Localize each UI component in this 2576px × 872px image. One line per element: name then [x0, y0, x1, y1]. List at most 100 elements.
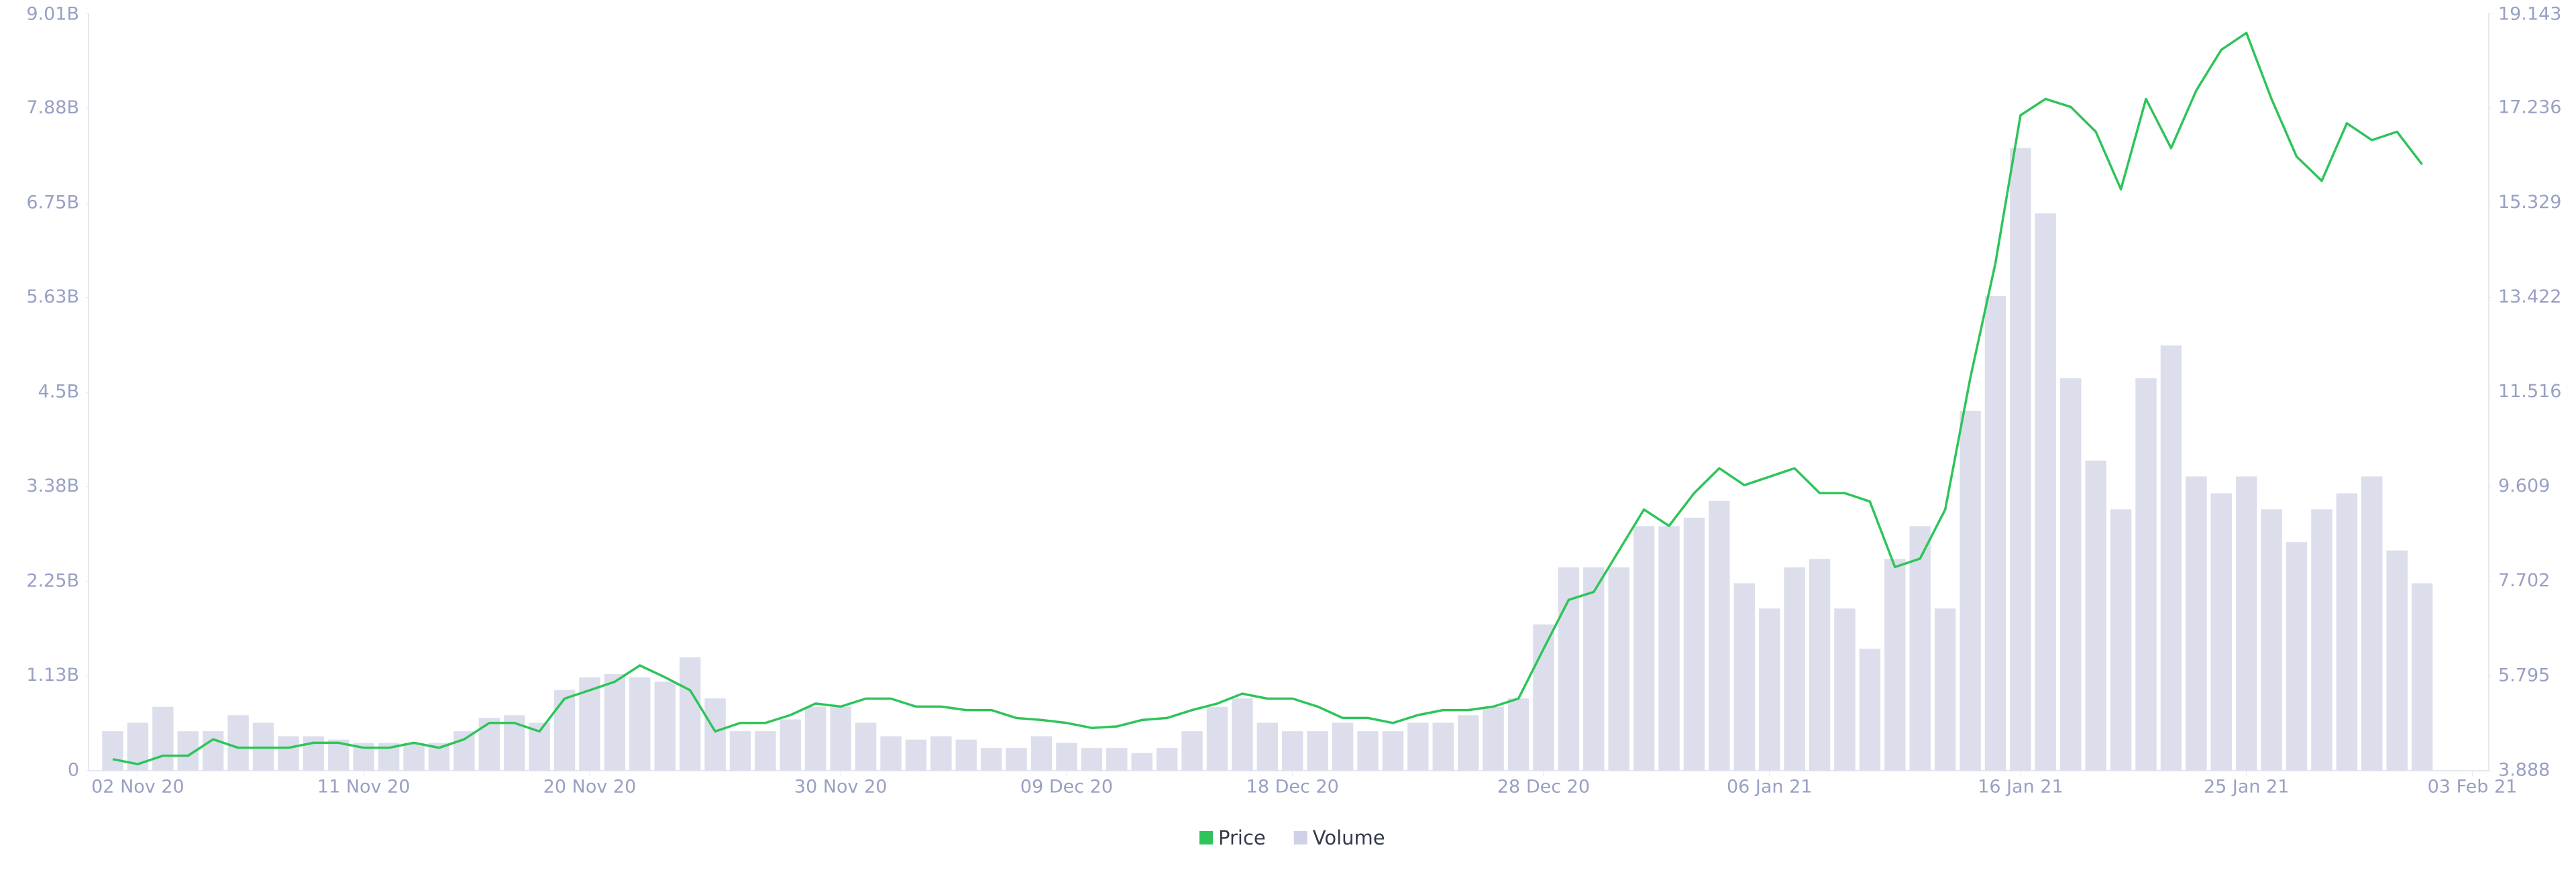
volume-bar [2160, 345, 2182, 771]
x-tick-label: 25 Jan 21 [2204, 777, 2290, 798]
volume-bar [1884, 559, 1906, 771]
legend-swatch [1293, 831, 1307, 844]
volume-bar [980, 748, 1002, 771]
volume-bar [1282, 731, 1303, 771]
volume-bar [1131, 753, 1152, 771]
volume-bar [679, 657, 701, 771]
volume-bar [880, 736, 902, 771]
volume-bar [2311, 509, 2332, 771]
volume-bar [1483, 706, 1504, 771]
x-tick-label: 09 Dec 20 [1020, 777, 1113, 798]
volume-bar [2135, 378, 2157, 771]
volume-bar [604, 673, 626, 771]
x-tick-label: 03 Feb 21 [2428, 777, 2518, 798]
volume-bar [227, 715, 249, 771]
volume-bar [1683, 517, 1705, 771]
volume-bar [830, 706, 851, 771]
x-tick-label: 30 Nov 20 [794, 777, 888, 798]
volume-bar [403, 743, 425, 771]
price-line [112, 32, 2423, 765]
volume-bar [1407, 722, 1429, 771]
volume-bar [1909, 526, 1931, 771]
volume-bar [1633, 526, 1655, 771]
volume-bar [1658, 526, 1680, 771]
y-tick-label: 3.38B [26, 476, 79, 496]
volume-bar [729, 731, 751, 771]
y-tick-label: 0 [68, 760, 79, 781]
x-tick-label: 06 Jan 21 [1727, 777, 1813, 798]
volume-bar [1056, 743, 1077, 771]
x-tick-label: 20 Nov 20 [543, 777, 637, 798]
volume-bar [905, 739, 927, 771]
volume-bar [1960, 411, 1981, 771]
volume-bar [2186, 476, 2207, 771]
y-tick-label: 6.75B [26, 193, 79, 213]
y-tick-label: 7.88B [26, 97, 79, 118]
volume-bar [1984, 296, 2006, 771]
volume-bar [2060, 378, 2082, 771]
volume-bar [1256, 722, 1279, 771]
y2-tick-label: 3.888 [2498, 760, 2550, 781]
volume-bar [278, 736, 299, 771]
volume-bar [1457, 715, 1479, 771]
y-tick-label: 4.5B [38, 382, 79, 402]
volume-bar [2235, 476, 2257, 771]
volume-bar [780, 719, 802, 771]
x-tick-label: 18 Dec 20 [1246, 777, 1339, 798]
volume-bar [1759, 608, 1780, 771]
volume-bar [955, 739, 977, 771]
y2-tick-label: 13.422 [2498, 286, 2561, 307]
volume-bar [704, 698, 726, 771]
volume-bar [1081, 748, 1103, 771]
volume-bar [1156, 748, 1178, 771]
x-tick-label: 16 Jan 21 [1978, 777, 2063, 798]
volume-bar [202, 731, 224, 771]
y-tick-label: 5.63B [26, 286, 79, 307]
volume-bar [2336, 493, 2358, 771]
volume-bar [1784, 567, 1805, 771]
volume-bar [1181, 731, 1203, 771]
volume-bar [1432, 722, 1454, 771]
volume-bar [1934, 608, 1956, 771]
volume-bar [654, 682, 676, 771]
volume-bar [2261, 509, 2282, 771]
y2-tick-label: 5.795 [2498, 665, 2550, 686]
volume-bar [1006, 748, 1027, 771]
volume-bar [2110, 509, 2132, 771]
volume-bar [1507, 698, 1529, 771]
volume-bar [1106, 748, 1128, 771]
y2-tick-label: 11.516 [2498, 381, 2561, 402]
y2-tick-label: 7.702 [2498, 570, 2550, 591]
volume-bar [855, 722, 877, 771]
volume-bar [1030, 736, 1053, 771]
volume-bar [2411, 583, 2433, 771]
y2-tick-label: 17.236 [2498, 97, 2561, 118]
volume-bar [1382, 731, 1404, 771]
volume-bar [1733, 583, 1756, 771]
volume-bar [1357, 731, 1379, 771]
volume-bar [1608, 567, 1629, 771]
legend-swatch [1199, 831, 1213, 844]
volume-bar [1834, 608, 1856, 771]
y-tick-label: 2.25B [26, 571, 79, 592]
y-tick-label: 1.13B [26, 665, 79, 686]
volume-bar [1583, 567, 1605, 771]
volume-bar [755, 731, 776, 771]
volume-bar [2210, 493, 2232, 771]
y2-tick-label: 15.329 [2498, 192, 2561, 213]
volume-bar [930, 736, 952, 771]
y2-tick-label: 9.609 [2498, 476, 2550, 496]
volume-bar [1232, 698, 1253, 771]
volume-bar [553, 690, 576, 771]
volume-bar [303, 736, 325, 771]
volume-bar [152, 706, 174, 771]
volume-bar [1307, 731, 1328, 771]
legend-label: Volume [1313, 826, 1385, 849]
volume-bar [102, 731, 123, 771]
volume-bar [805, 706, 826, 771]
volume-bar [2386, 550, 2408, 771]
volume-bar [2085, 460, 2106, 771]
volume-bar [1332, 722, 1354, 771]
volume-bar [1859, 649, 1881, 771]
volume-bar [1809, 559, 1831, 771]
